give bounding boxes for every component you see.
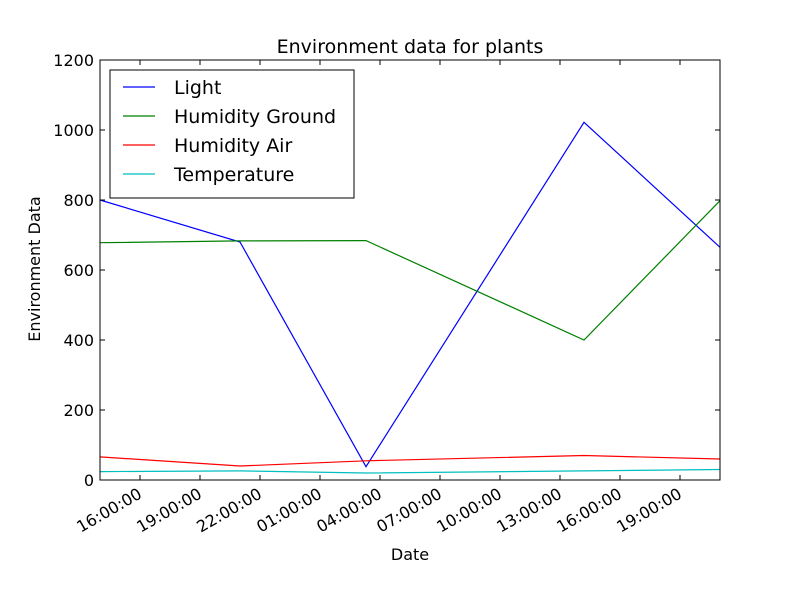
series-line-0 <box>99 121 721 468</box>
y-tick-label: 1200 <box>53 51 94 70</box>
y-tick-label: 0 <box>84 471 94 490</box>
legend-label: Humidity Air <box>174 135 292 157</box>
y-tick-label: 200 <box>63 401 94 420</box>
plot-area-frame <box>99 59 721 481</box>
legend-label: Temperature <box>173 164 294 186</box>
y-tick-label: 400 <box>63 331 94 350</box>
y-tick-label: 800 <box>63 191 94 210</box>
legend-label: Light <box>174 77 221 99</box>
y-axis-label: Environment Data <box>25 196 44 341</box>
y-tick-label: 1000 <box>53 121 94 140</box>
chart-title: Environment data for plants <box>277 36 544 58</box>
legend-label: Humidity Ground <box>174 106 336 128</box>
series-line-1 <box>99 200 721 341</box>
y-tick-label: 600 <box>63 261 94 280</box>
legend-box <box>109 69 355 199</box>
legend: Light Humidity Ground Humidity Air Temperat… <box>109 69 355 199</box>
series-line-3 <box>99 468 721 474</box>
series-line-2 <box>99 454 721 467</box>
x-axis-label: Date <box>391 545 429 564</box>
plot-lines <box>99 121 721 474</box>
